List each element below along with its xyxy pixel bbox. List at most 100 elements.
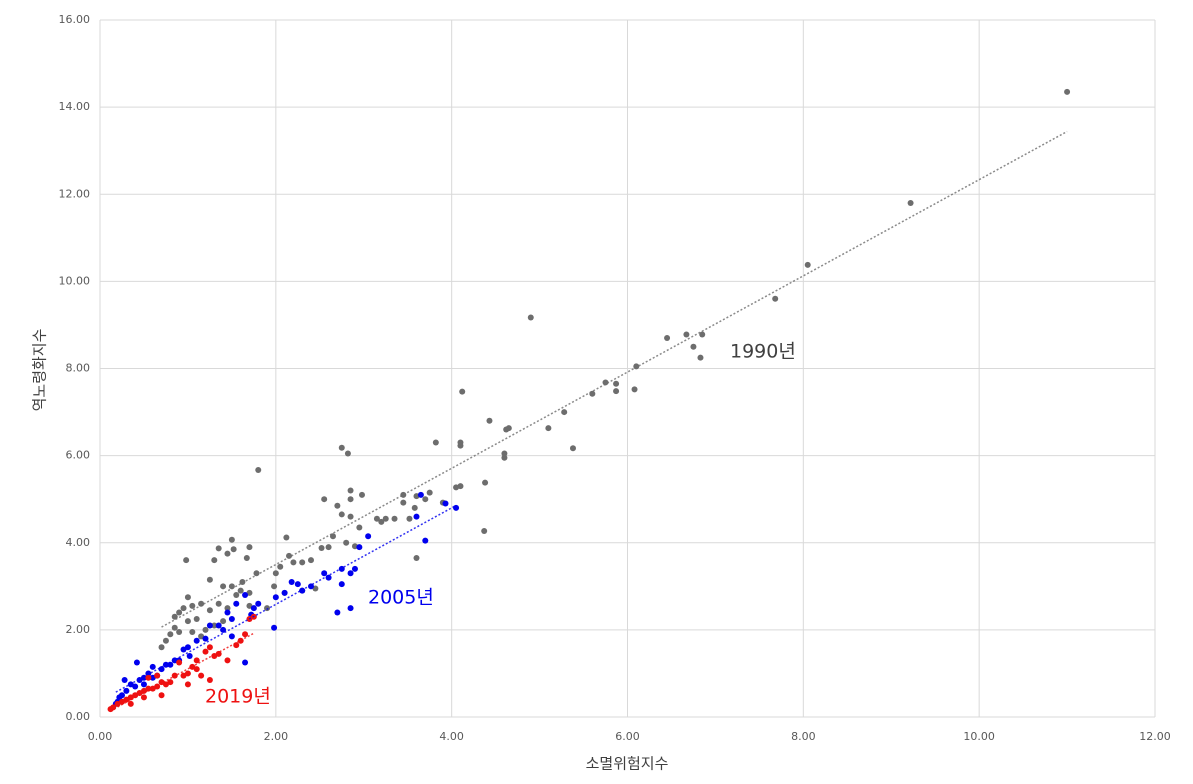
point	[243, 554, 250, 561]
point	[202, 635, 209, 642]
point	[224, 550, 231, 557]
point	[290, 559, 297, 566]
y-axis-title: 역노령화지수	[31, 329, 49, 412]
point	[242, 592, 249, 599]
point	[184, 681, 191, 688]
point	[154, 672, 161, 679]
annotation: 2005년	[368, 587, 434, 609]
point	[145, 674, 152, 681]
point	[180, 672, 187, 679]
point	[422, 537, 429, 544]
point	[351, 565, 358, 572]
point	[365, 533, 372, 540]
point	[294, 581, 301, 588]
point	[373, 515, 380, 522]
point	[338, 511, 345, 518]
point	[215, 600, 222, 607]
point	[230, 546, 237, 553]
point	[220, 583, 227, 590]
point	[189, 629, 196, 636]
point	[224, 609, 231, 616]
point	[277, 563, 284, 570]
point	[114, 700, 121, 707]
point	[211, 557, 218, 564]
point	[391, 515, 398, 522]
point	[211, 622, 218, 629]
point	[334, 609, 341, 616]
point	[338, 581, 345, 588]
point	[453, 484, 460, 491]
x-axis-title: 소멸위험지수	[586, 755, 669, 773]
point	[250, 605, 257, 612]
y-tick-label: 4.00	[66, 536, 91, 549]
point	[422, 496, 429, 503]
point	[907, 199, 914, 206]
point	[356, 524, 363, 531]
point	[162, 637, 169, 644]
point	[183, 557, 190, 564]
point	[338, 444, 345, 451]
point	[459, 388, 466, 395]
point	[206, 622, 213, 629]
point	[184, 594, 191, 601]
point	[413, 513, 420, 520]
point	[690, 343, 697, 350]
point	[189, 602, 196, 609]
point	[255, 467, 262, 474]
x-tick-label: 2.00	[264, 730, 289, 743]
point	[167, 631, 174, 638]
point	[237, 587, 244, 594]
point	[215, 622, 222, 629]
point	[107, 706, 114, 713]
point	[271, 624, 278, 631]
x-tick-label: 0.00	[88, 730, 113, 743]
y-tick-label: 12.00	[59, 187, 91, 200]
x-tick-label: 6.00	[615, 730, 640, 743]
y-tick-label: 8.00	[66, 362, 91, 375]
point	[664, 335, 671, 342]
point	[176, 629, 183, 636]
point	[202, 626, 209, 633]
trend-line	[110, 632, 255, 712]
point	[318, 544, 325, 551]
point	[602, 379, 609, 386]
point	[1064, 88, 1071, 95]
point	[283, 534, 290, 541]
point	[264, 605, 271, 612]
point	[193, 615, 200, 622]
point	[413, 554, 420, 561]
point	[347, 487, 354, 494]
point	[233, 642, 240, 649]
point	[325, 544, 332, 551]
point	[220, 626, 227, 633]
point	[347, 605, 354, 612]
annotation: 1990년	[730, 341, 796, 363]
point	[503, 426, 510, 433]
point	[382, 515, 389, 522]
point	[176, 609, 183, 616]
point	[501, 450, 508, 457]
point	[347, 570, 354, 577]
point	[417, 491, 424, 498]
point	[482, 479, 489, 486]
point	[299, 559, 306, 566]
point	[193, 666, 200, 673]
point	[176, 659, 183, 666]
point	[228, 536, 235, 543]
point	[325, 574, 332, 581]
trend-line	[115, 504, 457, 693]
marks	[107, 88, 1071, 713]
x-tick-label: 4.00	[439, 730, 464, 743]
point	[501, 454, 508, 461]
point	[215, 545, 222, 552]
point	[224, 657, 231, 664]
point	[140, 681, 147, 688]
x-tick-label: 12.00	[1139, 730, 1171, 743]
point	[569, 445, 576, 452]
point	[699, 331, 706, 338]
point	[334, 502, 341, 509]
point	[683, 331, 690, 338]
point	[184, 618, 191, 625]
y-tick-label: 6.00	[66, 449, 91, 462]
